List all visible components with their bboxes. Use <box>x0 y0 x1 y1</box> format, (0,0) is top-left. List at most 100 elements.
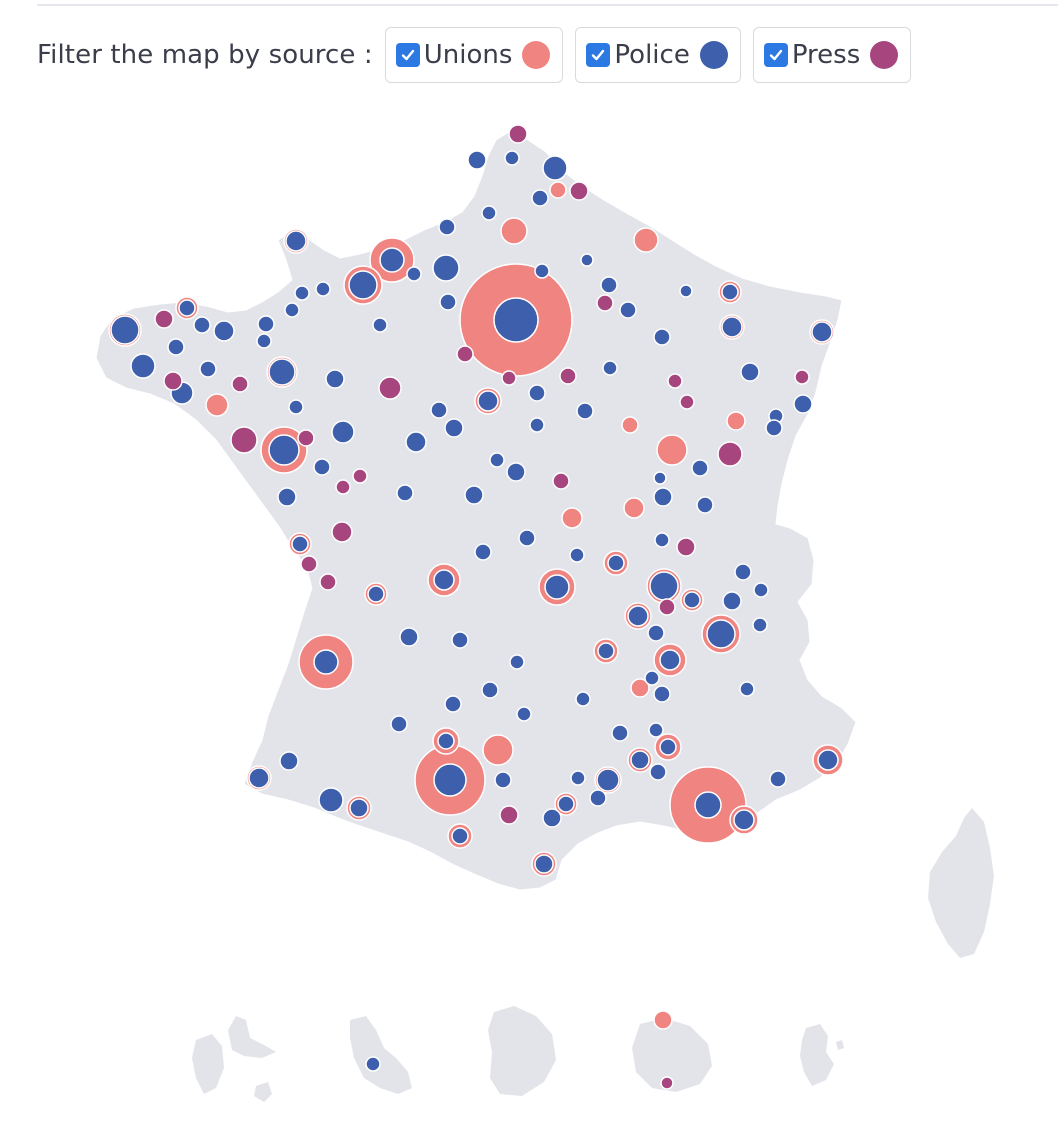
police-bubble[interactable] <box>493 297 539 343</box>
police-bubble[interactable] <box>494 771 512 789</box>
press-bubble[interactable] <box>552 472 570 490</box>
police-bubble[interactable] <box>653 328 671 346</box>
police-bubble[interactable] <box>607 554 625 572</box>
press-bubble[interactable] <box>559 367 577 385</box>
police-bubble[interactable] <box>596 768 620 792</box>
press-bubble[interactable] <box>676 537 696 557</box>
unions-bubble[interactable] <box>656 434 688 466</box>
police-bubble[interactable] <box>464 485 484 505</box>
police-bubble[interactable] <box>696 496 714 514</box>
press-bubble[interactable] <box>501 370 517 386</box>
police-bubble[interactable] <box>451 631 469 649</box>
police-bubble[interactable] <box>481 205 497 221</box>
police-bubble[interactable] <box>439 293 457 311</box>
police-bubble[interactable] <box>619 301 637 319</box>
police-bubble[interactable] <box>576 402 594 420</box>
press-bubble[interactable] <box>300 555 318 573</box>
police-bubble[interactable] <box>390 715 408 733</box>
press-bubble[interactable] <box>163 371 183 391</box>
police-bubble[interactable] <box>477 390 499 412</box>
police-bubble[interactable] <box>318 787 344 813</box>
unions-checkbox[interactable] <box>395 43 420 67</box>
police-bubble[interactable] <box>817 749 839 771</box>
police-bubble[interactable] <box>432 254 460 282</box>
police-bubble[interactable] <box>367 585 385 603</box>
police-bubble[interactable] <box>451 827 469 845</box>
police-bubble[interactable] <box>406 266 422 282</box>
police-bubble[interactable] <box>531 189 549 207</box>
press-bubble[interactable] <box>596 294 614 312</box>
police-bubble[interactable] <box>542 808 562 828</box>
police-bubble[interactable] <box>602 360 618 376</box>
police-bubble[interactable] <box>630 750 650 770</box>
police-bubble[interactable] <box>433 569 455 591</box>
press-bubble[interactable] <box>230 426 258 454</box>
police-bubble[interactable] <box>691 459 709 477</box>
unions-bubble[interactable] <box>623 497 645 519</box>
press-bubble[interactable] <box>508 124 528 144</box>
police-bubble[interactable] <box>313 458 331 476</box>
press-checkbox[interactable] <box>763 43 788 67</box>
police-bubble[interactable] <box>504 150 520 166</box>
police-bubble[interactable] <box>653 471 667 485</box>
police-bubble[interactable] <box>659 649 681 671</box>
unions-bubble[interactable] <box>205 393 229 417</box>
police-bubble[interactable] <box>793 394 813 414</box>
police-bubble[interactable] <box>683 591 701 609</box>
police-bubble[interactable] <box>722 591 742 611</box>
police-bubble[interactable] <box>506 462 526 482</box>
police-bubble[interactable] <box>110 315 140 345</box>
police-bubble[interactable] <box>739 681 755 697</box>
police-bubble[interactable] <box>694 791 722 819</box>
unions-bubble[interactable] <box>726 411 746 431</box>
police-bubble[interactable] <box>627 605 649 627</box>
unions-bubble[interactable] <box>633 227 659 253</box>
police-bubble[interactable] <box>313 649 339 675</box>
police-bubble[interactable] <box>542 155 568 181</box>
filter-press-toggle[interactable]: Press <box>752 27 912 83</box>
police-bubble[interactable] <box>199 360 217 378</box>
police-bubble[interactable] <box>438 218 456 236</box>
police-bubble[interactable] <box>653 487 673 507</box>
police-bubble[interactable] <box>740 362 760 382</box>
police-bubble[interactable] <box>570 770 586 786</box>
police-bubble[interactable] <box>518 529 536 547</box>
police-bubble[interactable] <box>811 321 833 343</box>
police-bubble[interactable] <box>534 854 554 874</box>
press-bubble[interactable] <box>667 373 683 389</box>
police-bubble[interactable] <box>648 722 664 738</box>
police-bubble[interactable] <box>600 276 618 294</box>
unions-bubble[interactable] <box>653 1010 673 1030</box>
police-bubble[interactable] <box>285 230 307 252</box>
police-bubble[interactable] <box>396 484 414 502</box>
police-bubble[interactable] <box>365 1056 381 1072</box>
press-bubble[interactable] <box>154 309 174 329</box>
police-bubble[interactable] <box>467 150 487 170</box>
police-bubble[interactable] <box>644 670 660 686</box>
police-bubble[interactable] <box>529 417 545 433</box>
unions-bubble[interactable] <box>549 181 567 199</box>
press-bubble[interactable] <box>456 345 474 363</box>
police-bubble[interactable] <box>481 681 499 699</box>
police-bubble[interactable] <box>733 809 755 831</box>
police-bubble[interactable] <box>288 399 304 415</box>
press-bubble[interactable] <box>717 441 743 467</box>
police-bubble[interactable] <box>654 532 670 548</box>
police-bubble[interactable] <box>611 724 629 742</box>
police-bubble[interactable] <box>557 795 575 813</box>
press-bubble[interactable] <box>499 805 519 825</box>
police-bubble[interactable] <box>213 320 235 342</box>
police-bubble[interactable] <box>580 253 594 267</box>
police-bubble[interactable] <box>597 642 615 660</box>
police-bubble[interactable] <box>721 283 739 301</box>
police-bubble[interactable] <box>516 706 532 722</box>
police-bubble[interactable] <box>474 543 492 561</box>
unions-bubble[interactable] <box>630 678 650 698</box>
police-bubble[interactable] <box>315 281 331 297</box>
press-bubble[interactable] <box>679 394 695 410</box>
police-bubble[interactable] <box>653 685 671 703</box>
police-bubble[interactable] <box>256 333 272 349</box>
police-bubble[interactable] <box>399 627 419 647</box>
police-bubble[interactable] <box>752 617 768 633</box>
police-bubble[interactable] <box>277 487 297 507</box>
